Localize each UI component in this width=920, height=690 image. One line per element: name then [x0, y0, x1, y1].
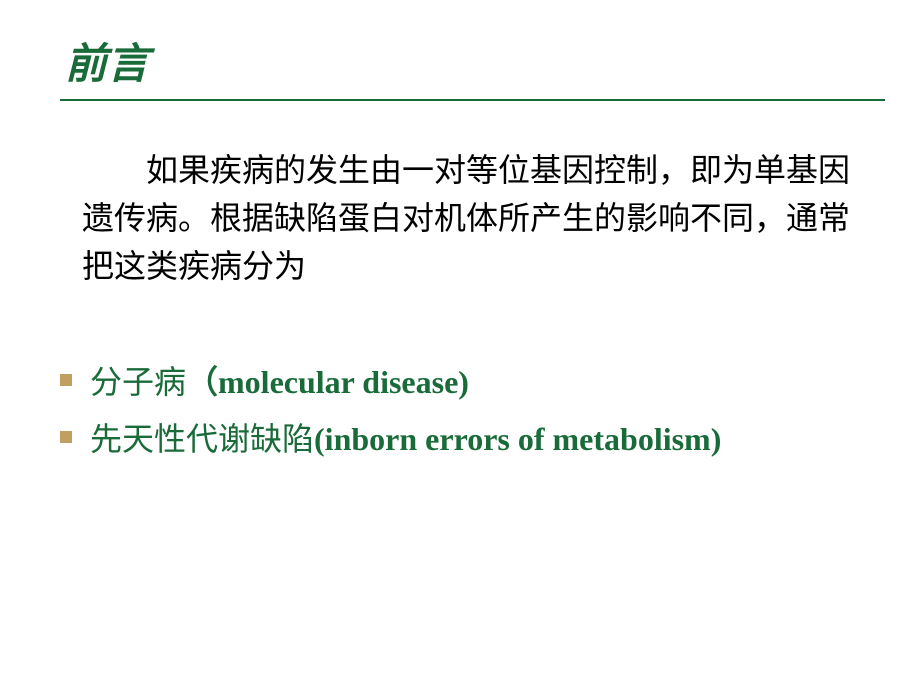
list-item: 分子病（molecular disease): [60, 360, 870, 405]
bullet-latin-text: (inborn errors of metabolism): [314, 421, 721, 457]
bullet-text: 先天性代谢缺陷(inborn errors of metabolism): [90, 417, 721, 462]
bullet-marker-icon: [60, 374, 72, 386]
bullet-cn-text: 先天性代谢缺陷: [90, 421, 314, 457]
list-item: 先天性代谢缺陷(inborn errors of metabolism): [60, 417, 870, 462]
bullet-marker-icon: [60, 431, 72, 443]
bullet-latin-text: （molecular disease): [186, 364, 469, 400]
slide-paragraph: 如果疾病的发生由一对等位基因控制，即为单基因遗传病。根据缺陷蛋白对机体所产生的影…: [82, 146, 850, 290]
bullet-list: 分子病（molecular disease) 先天性代谢缺陷(inborn er…: [60, 360, 870, 462]
slide-title: 前言: [65, 30, 870, 91]
slide-container: 前言 如果疾病的发生由一对等位基因控制，即为单基因遗传病。根据缺陷蛋白对机体所产…: [0, 0, 920, 690]
bullet-cn-text: 分子病: [90, 364, 186, 400]
title-underline: [60, 99, 885, 101]
bullet-text: 分子病（molecular disease): [90, 360, 469, 405]
